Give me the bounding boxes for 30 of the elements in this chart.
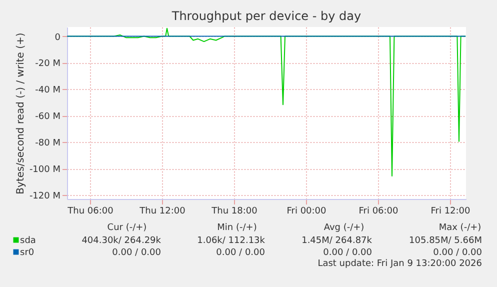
text: 105.85M/ 5.66M xyxy=(409,236,482,246)
text: 1.45M/ 264.87k xyxy=(302,236,373,246)
y-tick-label: -20 M xyxy=(35,59,60,70)
text: Last update: Fri Jan 9 13:20:00 2026 xyxy=(318,259,482,269)
text: 1.06k/ 112.13k xyxy=(197,236,266,246)
text: Min (-/+) xyxy=(217,223,257,233)
legend-label: sr0 xyxy=(20,248,34,258)
legend-label: sda xyxy=(20,236,36,246)
y-tick-label: -100 M xyxy=(29,165,60,176)
text: Max (-/+) xyxy=(438,223,482,233)
text: 0.00 / 0.00 xyxy=(216,248,266,258)
chart-title: Throughput per device - by day xyxy=(170,9,362,23)
y-tick-label: -60 M xyxy=(35,112,60,122)
y-tick-label: -40 M xyxy=(35,86,60,96)
x-tick-label: Fri 00:00 xyxy=(286,206,327,216)
text: Cur (-/+) xyxy=(107,223,147,233)
text: 404.30k/ 264.29k xyxy=(82,236,162,246)
y-tick-label: -80 M xyxy=(35,138,60,149)
x-tick-label: Thu 06:00 xyxy=(66,206,114,216)
text: 0.00 / 0.00 xyxy=(112,248,162,258)
x-tick-label: Thu 18:00 xyxy=(210,206,258,216)
x-tick-label: Fri 06:00 xyxy=(358,206,399,216)
text: 0.00 / 0.00 xyxy=(433,248,482,258)
y-axis-title: Bytes/second read (-) / write (+) xyxy=(15,32,26,194)
y-tick-label: 0 xyxy=(54,32,61,43)
text: 0.00 / 0.00 xyxy=(323,248,372,258)
text: Avg (-/+) xyxy=(324,223,364,233)
y-tick-label: -120 M xyxy=(29,192,60,202)
x-tick-label: Fri 12:00 xyxy=(430,206,471,216)
x-tick-label: Thu 12:00 xyxy=(138,206,186,216)
